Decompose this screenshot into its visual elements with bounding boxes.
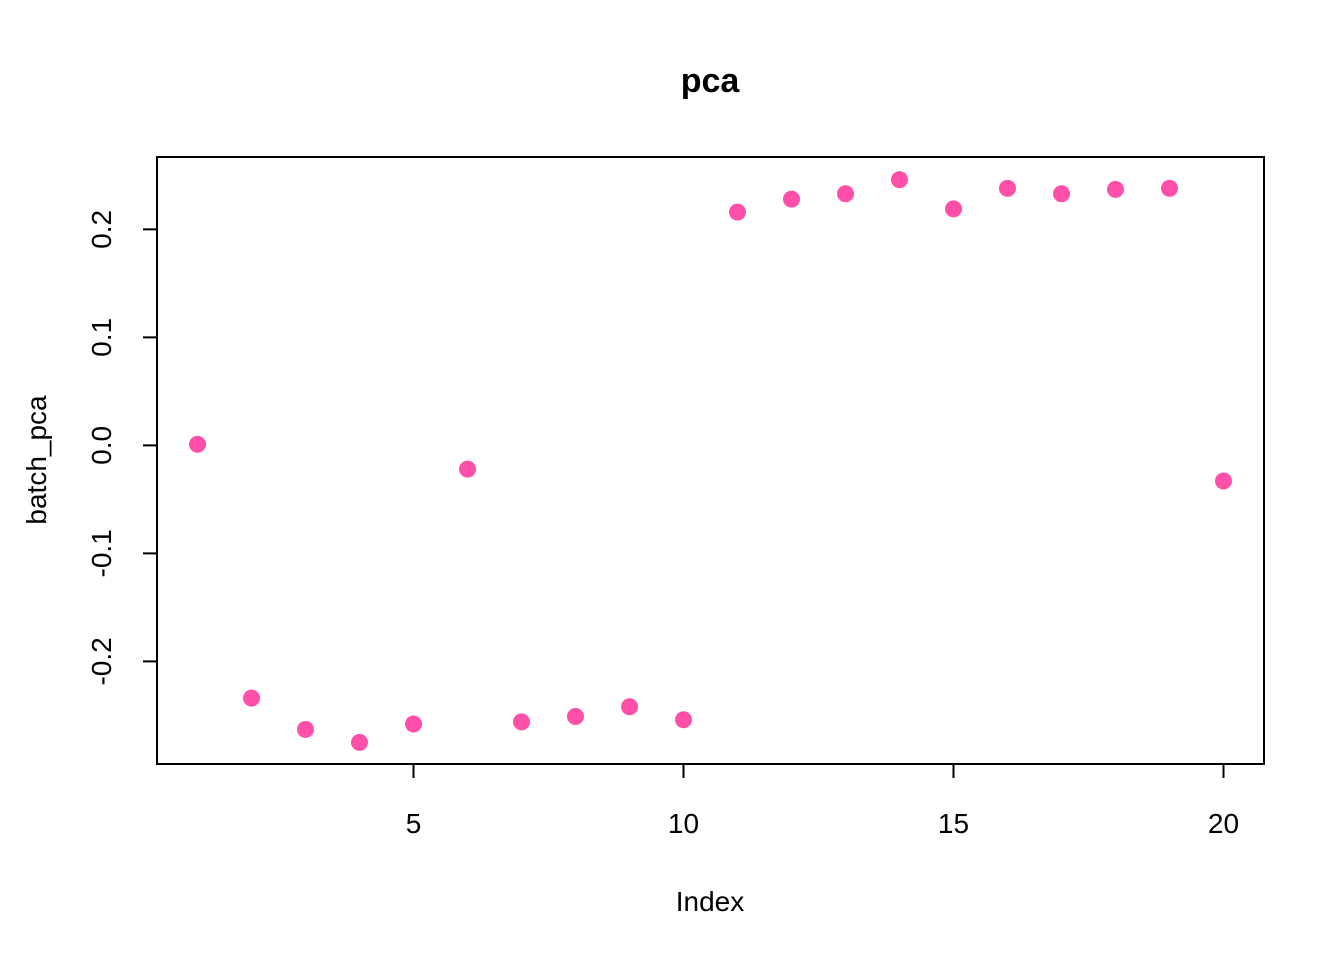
data-point [783,190,800,208]
data-point [1215,472,1232,490]
data-point [729,203,746,221]
data-point [621,698,638,716]
y-tick-label: 0.2 [86,210,117,249]
x-tick-label: 10 [668,808,699,839]
data-points [189,171,1232,751]
plot-frame [156,156,1265,765]
x-axis-label: Index [676,886,745,917]
data-point [675,711,692,729]
data-point [189,435,206,453]
y-tick-label: -0.1 [86,529,117,577]
y-axis-label: batch_pca [21,395,52,525]
data-point [891,171,908,189]
data-point [1107,180,1124,198]
data-point [1161,179,1178,197]
data-point [1053,185,1070,203]
x-tick-label: 20 [1208,808,1239,839]
data-point [945,200,962,218]
data-point [243,689,260,707]
data-point [459,460,476,478]
chart-title: pca [681,62,741,100]
x-axis: 5 10 15 20 [406,763,1239,839]
x-tick-label: 5 [406,808,422,839]
data-point [405,715,422,733]
data-point [999,179,1016,197]
y-axis: -0.2 -0.1 0.0 0.1 0.2 [86,210,158,686]
y-tick-label: 0.0 [86,426,117,465]
data-point [351,733,368,751]
data-point [837,185,854,203]
y-tick-label: -0.2 [86,637,117,685]
y-tick-label: 0.1 [86,318,117,357]
data-point [513,713,530,731]
x-tick-label: 15 [938,808,969,839]
data-point [567,707,584,725]
data-point [297,720,314,738]
